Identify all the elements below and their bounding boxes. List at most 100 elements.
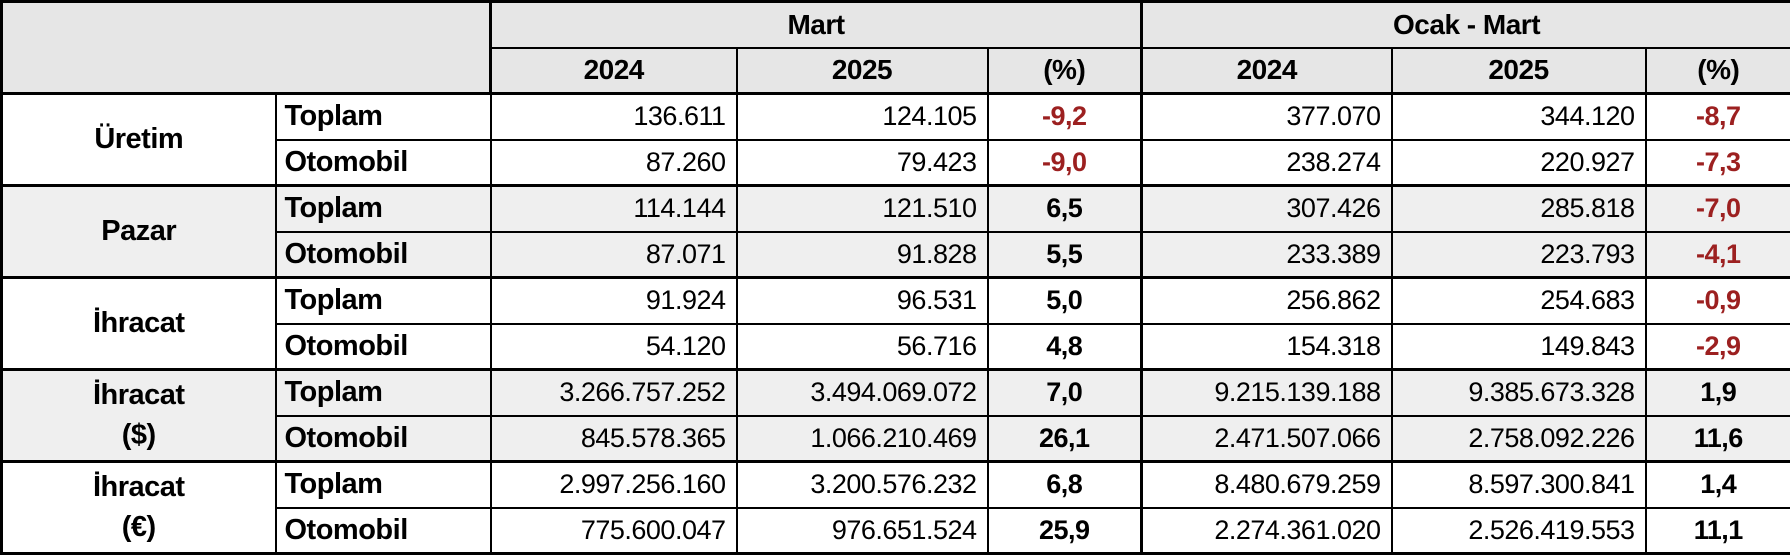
value-cell: 233.389 [1140, 230, 1393, 279]
row-label: Toplam [274, 92, 492, 141]
pct-cell: 1,4 [1644, 460, 1790, 509]
table-row: İhracat Toplam 91.924 96.531 5,0 256.862… [0, 276, 1790, 371]
row-label: Toplam [274, 276, 492, 325]
value-cell: 2.997.256.160 [489, 460, 738, 509]
pct-cell: -7,0 [1644, 184, 1790, 233]
value-cell: 775.600.047 [489, 506, 738, 555]
value-cell: 8.480.679.259 [1140, 460, 1393, 509]
value-cell: 149.843 [1390, 322, 1647, 371]
pct-cell: 11,1 [1644, 506, 1790, 555]
header-group-row: Mart Ocak - Mart [0, 0, 1790, 95]
header-corner-cell [0, 0, 492, 95]
row-label: Otomobil [274, 230, 492, 279]
value-cell: 124.105 [735, 92, 989, 141]
table-row: Otomobil 87.260 79.423 -9,0 238.274 220.… [2, 138, 1790, 187]
value-cell: 8.597.300.841 [1390, 460, 1647, 509]
pct-cell: 11,6 [1644, 414, 1790, 463]
table-row: Otomobil 775.600.047 976.651.524 25,9 2.… [2, 506, 1790, 555]
table-body: Üretim Toplam 136.611 124.105 -9,2 377.0… [0, 92, 1790, 555]
value-cell: 3.494.069.072 [735, 368, 989, 417]
col-header-mart-2025: 2025 [735, 46, 989, 95]
pct-cell: 4,8 [986, 322, 1143, 371]
pct-cell: -9,2 [986, 92, 1143, 141]
value-cell: 96.531 [735, 276, 989, 325]
pct-cell: 25,9 [986, 506, 1143, 555]
row-label: Toplam [274, 460, 492, 509]
category-unit: (€) [121, 510, 156, 543]
col-header-mart-2024: 2024 [489, 46, 738, 95]
row-label: Otomobil [274, 506, 492, 555]
pct-cell: -2,9 [1644, 322, 1790, 371]
table-row: Otomobil 87.071 91.828 5,5 233.389 223.7… [2, 230, 1790, 279]
category-label-ihracat-eur: İhracat (€) [0, 460, 277, 555]
table-row: Üretim Toplam 136.611 124.105 -9,2 377.0… [0, 92, 1790, 187]
col-group-mart: Mart [488, 0, 1143, 49]
table-row: İhracat ($) Toplam 3.266.757.252 3.494.0… [0, 368, 1790, 463]
pct-cell: 7,0 [986, 368, 1143, 417]
category-label-uretim: Üretim [0, 92, 277, 187]
value-cell: 307.426 [1140, 184, 1393, 233]
value-cell: 91.828 [735, 230, 989, 279]
col-header-ocak-pct: (%) [1644, 46, 1790, 95]
value-cell: 87.071 [489, 230, 738, 279]
value-cell: 220.927 [1390, 138, 1647, 187]
value-cell: 254.683 [1390, 276, 1647, 325]
value-cell: 3.200.576.232 [735, 460, 989, 509]
pct-cell: -8,7 [1644, 92, 1790, 141]
value-cell: 344.120 [1390, 92, 1647, 141]
table-header: Mart Ocak - Mart 2024 2025 (%) 2024 2025… [0, 0, 1790, 95]
value-cell: 79.423 [735, 138, 989, 187]
value-cell: 3.266.757.252 [489, 368, 738, 417]
row-label: Toplam [274, 184, 492, 233]
value-cell: 2.471.507.066 [1140, 414, 1393, 463]
row-label: Otomobil [274, 414, 492, 463]
pct-cell: 26,1 [986, 414, 1143, 463]
category-text: İhracat [92, 306, 185, 339]
col-group-ocak-mart: Ocak - Mart [1140, 0, 1790, 49]
value-cell: 87.260 [489, 138, 738, 187]
value-cell: 238.274 [1140, 138, 1393, 187]
value-cell: 2.758.092.226 [1390, 414, 1647, 463]
value-cell: 121.510 [735, 184, 989, 233]
value-cell: 377.070 [1140, 92, 1393, 141]
pct-cell: 5,0 [986, 276, 1143, 325]
value-cell: 1.066.210.469 [735, 414, 989, 463]
pct-cell: 1,9 [1644, 368, 1790, 417]
table-row: İhracat (€) Toplam 2.997.256.160 3.200.5… [0, 460, 1790, 555]
col-header-mart-pct: (%) [986, 46, 1143, 95]
value-cell: 56.716 [735, 322, 989, 371]
value-cell: 2.274.361.020 [1140, 506, 1393, 555]
row-label: Toplam [274, 368, 492, 417]
value-cell: 136.611 [489, 92, 738, 141]
table-row: Otomobil 54.120 56.716 4,8 154.318 149.8… [2, 322, 1790, 371]
value-cell: 256.862 [1140, 276, 1393, 325]
pct-cell: 5,5 [986, 230, 1143, 279]
value-cell: 976.651.524 [735, 506, 989, 555]
category-text: İhracat [92, 471, 185, 504]
value-cell: 2.526.419.553 [1390, 506, 1647, 555]
value-cell: 91.924 [489, 276, 738, 325]
header-year-row: 2024 2025 (%) 2024 2025 (%) [2, 46, 1790, 95]
value-cell: 9.385.673.328 [1390, 368, 1647, 417]
category-text: İhracat [92, 379, 185, 412]
category-text: Pazar [101, 214, 177, 247]
category-label-ihracat: İhracat [0, 276, 277, 371]
pct-cell: 6,5 [986, 184, 1143, 233]
col-header-ocak-2025: 2025 [1390, 46, 1647, 95]
pct-cell: -4,1 [1644, 230, 1790, 279]
value-cell: 114.144 [489, 184, 738, 233]
pct-cell: 6,8 [986, 460, 1143, 509]
value-cell: 154.318 [1140, 322, 1393, 371]
value-cell: 223.793 [1390, 230, 1647, 279]
pct-cell: -9,0 [986, 138, 1143, 187]
row-label: Otomobil [274, 138, 492, 187]
pct-cell: -0,9 [1644, 276, 1790, 325]
category-unit: ($) [121, 418, 156, 451]
row-label: Otomobil [274, 322, 492, 371]
category-label-ihracat-usd: İhracat ($) [0, 368, 277, 463]
category-label-pazar: Pazar [0, 184, 277, 279]
table-row: Otomobil 845.578.365 1.066.210.469 26,1 … [2, 414, 1790, 463]
table-row: Pazar Toplam 114.144 121.510 6,5 307.426… [0, 184, 1790, 279]
value-cell: 54.120 [489, 322, 738, 371]
